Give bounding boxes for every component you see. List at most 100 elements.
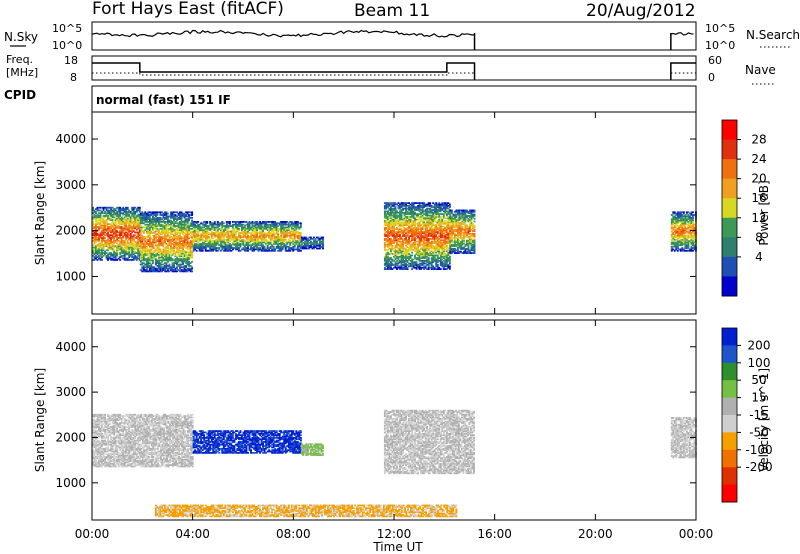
heatmap-cell — [131, 212, 134, 215]
heatmap-cell — [150, 241, 153, 244]
heatmap-cell — [429, 247, 432, 250]
heatmap-cell — [421, 225, 424, 228]
heatmap-cell — [392, 264, 395, 266]
heatmap-cell — [200, 247, 203, 249]
heatmap-cell — [411, 259, 414, 262]
heatmap-cell — [433, 240, 436, 243]
heatmap-cell — [101, 210, 103, 213]
heatmap-cell — [281, 226, 284, 229]
heatmap-cell — [254, 225, 257, 227]
heatmap-cell — [292, 247, 295, 249]
heatmap-cell — [287, 222, 290, 225]
heatmap-cell — [260, 226, 263, 229]
heatmap-cell — [163, 255, 166, 258]
heatmap-cell — [408, 242, 411, 244]
heatmap-cell — [210, 222, 213, 225]
heatmap-cell — [290, 222, 293, 225]
heatmap-cell — [107, 228, 110, 231]
heatmap-cell — [411, 268, 414, 270]
heatmap-cell — [295, 234, 298, 237]
heatmap-cell — [402, 248, 404, 251]
heatmap-cell — [212, 222, 215, 225]
heatmap-cell — [405, 257, 407, 259]
heatmap-cell — [185, 264, 188, 267]
heatmap-cell — [239, 221, 242, 223]
heatmap-cell — [256, 245, 258, 248]
heatmap-cell — [209, 222, 212, 225]
heatmap-cell — [296, 223, 299, 226]
heatmap-cell — [160, 230, 163, 233]
heatmap-cell — [239, 234, 242, 237]
heatmap-cell — [403, 257, 406, 259]
heatmap-cell — [403, 259, 406, 262]
heatmap-cell — [159, 241, 162, 244]
heatmap-cell — [139, 247, 142, 249]
heatmap-cell — [394, 215, 397, 218]
heatmap-cell — [225, 230, 228, 233]
heatmap-cell — [166, 240, 169, 243]
heatmap-cell — [119, 227, 122, 230]
heatmap-cell — [145, 253, 148, 256]
heatmap-cell — [92, 250, 94, 253]
heatmap-cell — [98, 239, 100, 242]
heatmap-cell — [188, 215, 191, 218]
heatmap-cell — [300, 237, 303, 240]
heatmap-cell — [134, 226, 137, 228]
heatmap-cell — [174, 233, 177, 236]
heatmap-cell — [271, 233, 274, 236]
heatmap-cell — [165, 223, 168, 226]
heatmap-cell — [424, 226, 427, 229]
heatmap-cell — [383, 244, 386, 247]
heatmap-cell — [385, 268, 388, 270]
heatmap-cell — [418, 231, 421, 233]
heatmap-cell — [253, 222, 255, 225]
heatmap-cell — [212, 249, 215, 252]
heatmap-cell — [142, 262, 145, 265]
heatmap-cell — [420, 215, 423, 218]
heatmap-cell — [99, 209, 102, 212]
heatmap-cell — [134, 246, 137, 249]
heatmap-cell — [108, 237, 111, 239]
heatmap-cell — [191, 267, 194, 270]
heatmap-cell — [132, 227, 135, 230]
heatmap-cell — [412, 211, 415, 214]
heatmap-cell — [137, 243, 140, 246]
heatmap-cell — [423, 265, 426, 268]
heatmap-cell — [162, 225, 165, 227]
heatmap-cell — [319, 240, 321, 243]
heatmap-cell — [236, 226, 239, 229]
heatmap-cell — [272, 234, 275, 237]
heatmap-cell — [408, 215, 411, 218]
heatmap-cell — [165, 266, 168, 269]
heatmap-cell — [142, 230, 145, 233]
heatmap-cell — [427, 231, 430, 233]
heatmap-cell — [120, 226, 123, 228]
heatmap-cell — [383, 258, 386, 261]
heatmap-cell — [423, 218, 426, 221]
heatmap-cell — [99, 242, 102, 245]
heatmap-cell — [150, 221, 153, 223]
heatmap-cell — [156, 245, 159, 248]
heatmap-cell — [430, 266, 433, 269]
heatmap-cell — [242, 244, 245, 247]
heatmap-cell — [433, 214, 436, 217]
heatmap-cell — [402, 264, 404, 266]
heatmap-cell — [194, 245, 197, 248]
heatmap-cell — [231, 234, 234, 237]
heatmap-cell — [111, 219, 114, 221]
heatmap-cell — [412, 261, 415, 264]
heatmap-cell — [389, 231, 392, 233]
heatmap-cell — [157, 266, 160, 269]
heatmap-cell — [107, 216, 110, 219]
heatmap-cell — [117, 216, 120, 219]
heatmap-cell — [183, 269, 186, 271]
heatmap-cell — [389, 211, 392, 214]
heatmap-cell — [120, 230, 123, 232]
heatmap-cell — [247, 243, 249, 245]
heatmap-cell — [426, 235, 429, 237]
heatmap-cell — [147, 240, 150, 243]
heatmap-cell — [137, 219, 140, 221]
heatmap-cell — [295, 225, 298, 227]
heatmap-cell — [182, 232, 185, 234]
heatmap-cell — [150, 269, 153, 271]
